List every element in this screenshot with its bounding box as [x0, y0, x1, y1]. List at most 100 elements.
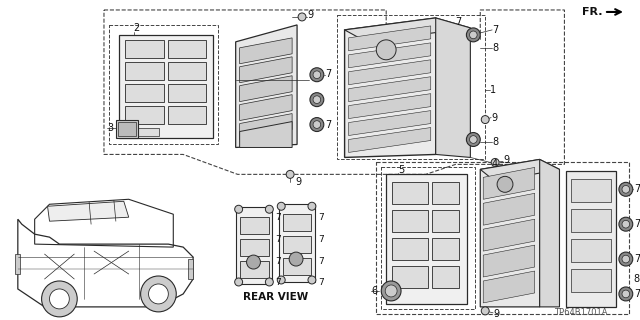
Circle shape	[266, 278, 273, 286]
Bar	[432, 210, 460, 232]
Text: 2: 2	[134, 23, 140, 33]
Bar	[15, 254, 20, 274]
Circle shape	[497, 176, 513, 192]
Polygon shape	[483, 245, 535, 277]
Polygon shape	[239, 76, 292, 102]
Polygon shape	[47, 201, 129, 221]
Text: 7: 7	[634, 289, 640, 299]
Circle shape	[235, 205, 243, 213]
Bar	[572, 179, 611, 202]
Circle shape	[470, 136, 477, 143]
Text: REAR VIEW: REAR VIEW	[243, 292, 308, 302]
Bar	[432, 182, 460, 204]
Circle shape	[619, 217, 633, 231]
Polygon shape	[349, 60, 431, 85]
Text: 7: 7	[324, 120, 331, 130]
Polygon shape	[239, 38, 292, 64]
Text: 7: 7	[634, 254, 640, 264]
Text: 9: 9	[493, 309, 499, 319]
Text: 7: 7	[634, 219, 640, 229]
Polygon shape	[349, 77, 431, 102]
Circle shape	[376, 40, 396, 60]
Text: 7: 7	[318, 213, 324, 222]
Text: 7: 7	[318, 257, 324, 266]
Text: 5: 5	[398, 165, 404, 175]
Circle shape	[310, 117, 324, 132]
Polygon shape	[349, 128, 431, 152]
Polygon shape	[349, 43, 431, 68]
Text: 7: 7	[324, 69, 331, 79]
Text: 4: 4	[491, 159, 497, 169]
Circle shape	[385, 285, 397, 297]
Text: 9: 9	[491, 113, 497, 123]
Text: 7: 7	[275, 278, 281, 287]
Polygon shape	[349, 94, 431, 119]
Polygon shape	[239, 95, 292, 121]
Bar	[572, 209, 611, 232]
Bar	[239, 261, 269, 278]
Text: 3: 3	[107, 123, 113, 132]
Circle shape	[313, 121, 321, 128]
Bar	[188, 259, 193, 279]
Circle shape	[481, 116, 489, 124]
Bar	[239, 239, 269, 256]
Bar	[118, 122, 136, 135]
Circle shape	[289, 252, 303, 266]
Bar	[168, 84, 206, 102]
Circle shape	[308, 276, 316, 284]
Circle shape	[310, 93, 324, 107]
Circle shape	[619, 287, 633, 301]
Circle shape	[277, 202, 285, 210]
Circle shape	[49, 289, 69, 309]
Polygon shape	[236, 207, 272, 284]
Bar	[125, 62, 164, 80]
Circle shape	[148, 284, 168, 304]
Text: FR.: FR.	[582, 7, 602, 17]
Bar	[392, 210, 428, 232]
Bar	[432, 266, 460, 288]
Polygon shape	[483, 167, 535, 199]
Polygon shape	[349, 111, 431, 135]
Bar	[125, 106, 164, 124]
Polygon shape	[540, 159, 559, 307]
Bar	[284, 258, 311, 275]
Circle shape	[467, 132, 480, 147]
Circle shape	[308, 202, 316, 210]
Polygon shape	[386, 174, 467, 304]
Bar	[284, 214, 311, 231]
Polygon shape	[119, 35, 213, 138]
Circle shape	[286, 170, 294, 178]
Circle shape	[42, 281, 77, 317]
Text: 7: 7	[275, 235, 281, 244]
Polygon shape	[239, 114, 292, 140]
Bar	[168, 40, 206, 58]
Circle shape	[313, 96, 321, 103]
Polygon shape	[279, 204, 315, 282]
Circle shape	[277, 276, 285, 284]
Bar	[392, 238, 428, 260]
Circle shape	[622, 186, 630, 193]
Bar	[168, 62, 206, 80]
Circle shape	[298, 13, 306, 21]
Text: 9: 9	[295, 177, 301, 187]
Text: 7: 7	[492, 25, 499, 35]
Bar	[168, 106, 206, 124]
Text: TP64B1701A: TP64B1701A	[554, 308, 608, 317]
Polygon shape	[344, 18, 470, 42]
Circle shape	[235, 278, 243, 286]
Circle shape	[381, 281, 401, 301]
Bar	[239, 217, 269, 234]
Circle shape	[622, 220, 630, 228]
Polygon shape	[483, 219, 535, 251]
Circle shape	[491, 158, 499, 166]
Polygon shape	[480, 159, 559, 181]
Polygon shape	[239, 57, 292, 83]
Polygon shape	[436, 18, 470, 157]
Circle shape	[246, 255, 260, 269]
Circle shape	[310, 68, 324, 82]
Text: 9: 9	[503, 156, 509, 165]
Circle shape	[619, 252, 633, 266]
Polygon shape	[480, 159, 540, 307]
Text: 7: 7	[318, 235, 324, 244]
Circle shape	[313, 71, 321, 79]
